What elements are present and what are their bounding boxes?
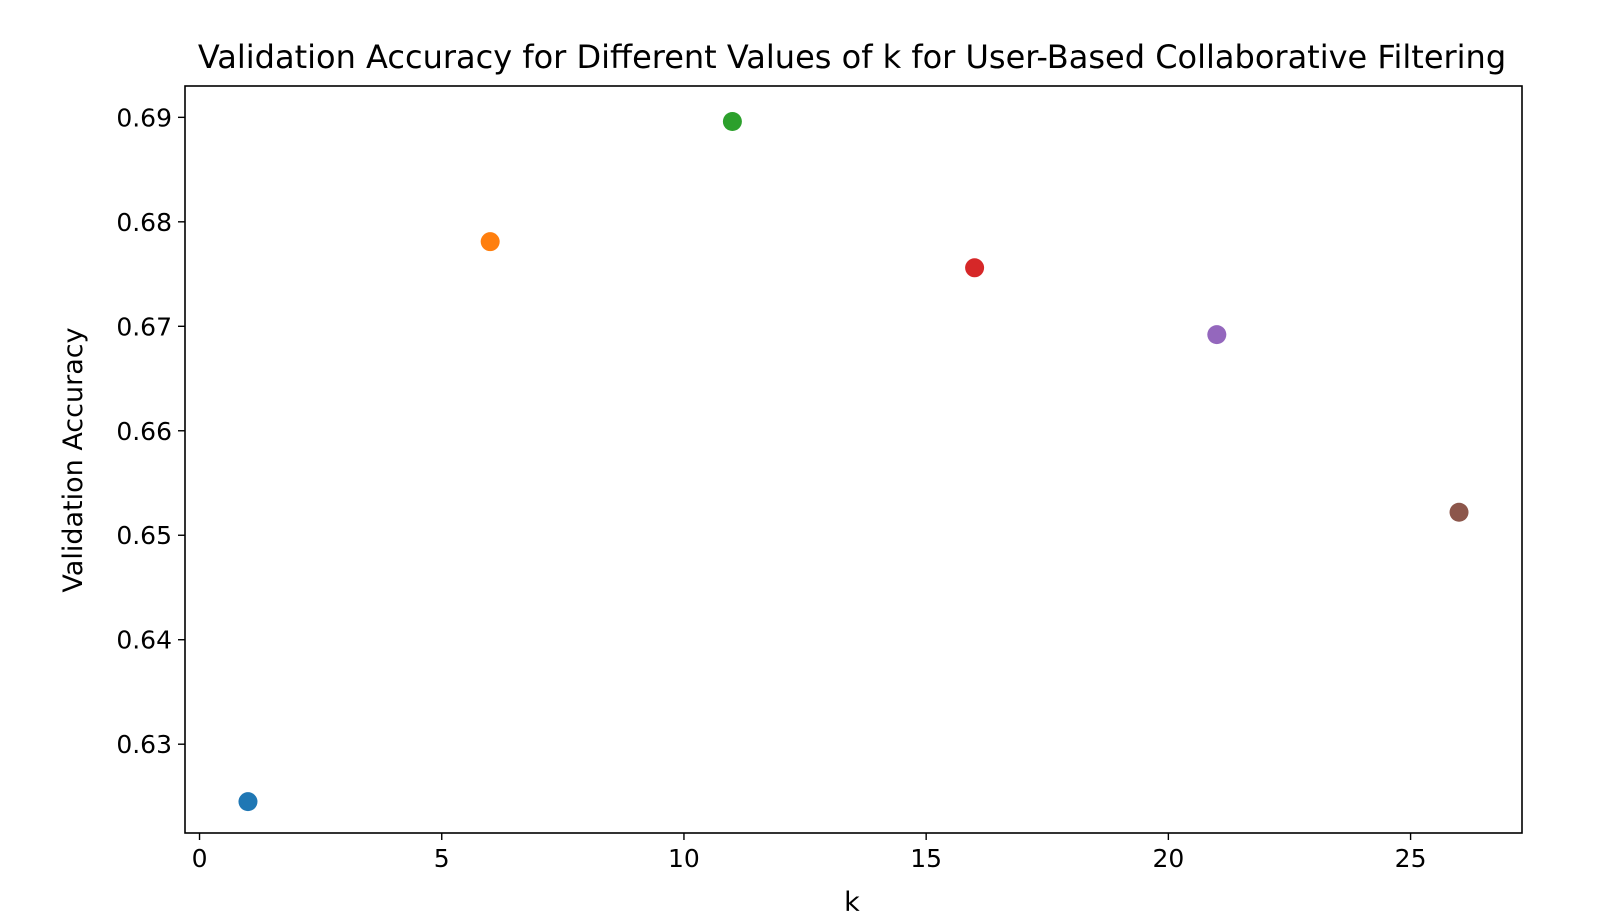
y-tick-label: 0.68: [116, 208, 172, 237]
data-point: [238, 792, 258, 812]
axes-frame: [184, 85, 1523, 834]
x-tick-label: 5: [434, 844, 450, 873]
data-point: [480, 232, 500, 252]
data-point: [1449, 502, 1469, 522]
x-tick-label: 15: [910, 844, 942, 873]
y-tick-label: 0.65: [116, 521, 172, 550]
x-tick-label: 10: [668, 844, 700, 873]
data-point: [722, 112, 742, 132]
data-point: [965, 258, 985, 278]
x-tick-label: 25: [1395, 844, 1427, 873]
y-tick-label: 0.66: [116, 417, 172, 446]
x-tick-label: 20: [1152, 844, 1184, 873]
plot-area: 0 5 10 15 20 25 0.63 0.64 0.65 0.66 0.67 0.68 0.69: [116, 85, 1523, 873]
y-tick-label: 0.67: [116, 312, 172, 341]
data-point: [1207, 325, 1227, 345]
y-tick-label: 0.64: [116, 626, 172, 655]
x-axis-label: k: [844, 887, 860, 918]
y-tick-label: 0.69: [116, 103, 172, 132]
chart-title: Validation Accuracy for Different Values…: [198, 38, 1506, 76]
y-tick-label: 0.63: [116, 730, 172, 759]
x-tick-label: 0: [192, 844, 208, 873]
y-axis-label: Validation Accuracy: [58, 327, 89, 592]
